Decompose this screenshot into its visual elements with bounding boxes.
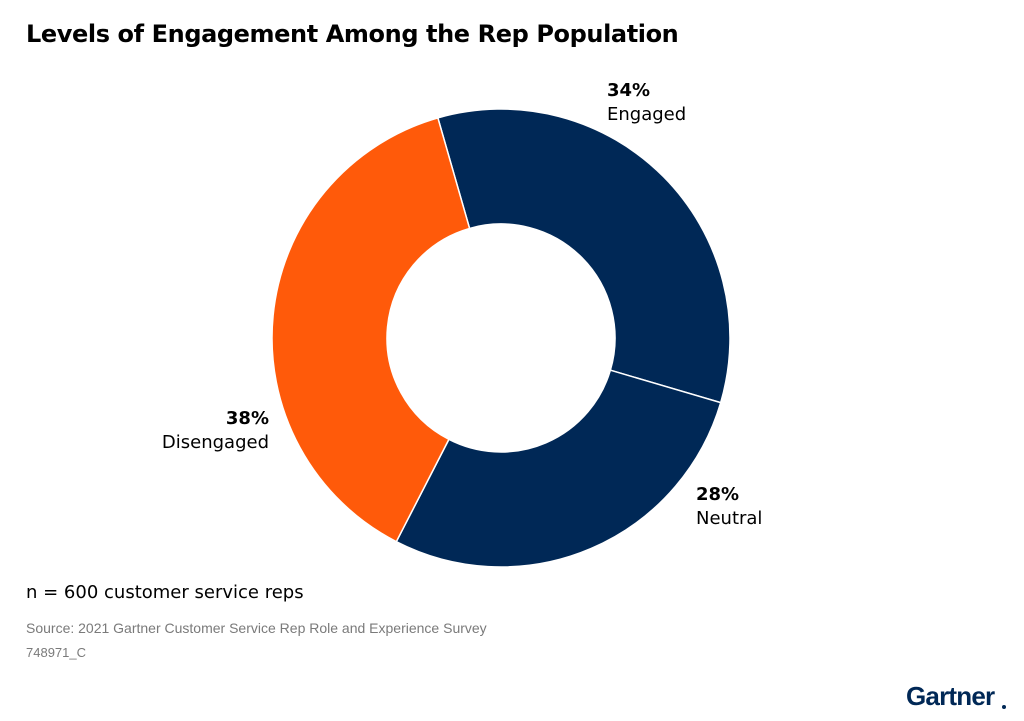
slice-engaged [436,108,731,404]
slice-value-label: 34% [607,80,650,101]
slice-value-label: 38% [226,408,269,429]
slice-neutral [395,369,722,568]
slice-disengaged [271,116,471,543]
logo-dot [1002,705,1006,709]
source-note: Source: 2021 Gartner Customer Service Re… [26,620,487,636]
slice-category-label: Neutral [696,508,762,529]
sample-size-note: n = 600 customer service reps [26,582,304,603]
chart-id: 748971_C [26,645,86,660]
slice-category-label: Disengaged [162,432,269,453]
slice-value-label: 28% [696,484,739,505]
slice-category-label: Engaged [607,104,686,125]
gartner-logo: Gartner [906,681,995,711]
chart-title: Levels of Engagement Among the Rep Popul… [26,20,679,48]
